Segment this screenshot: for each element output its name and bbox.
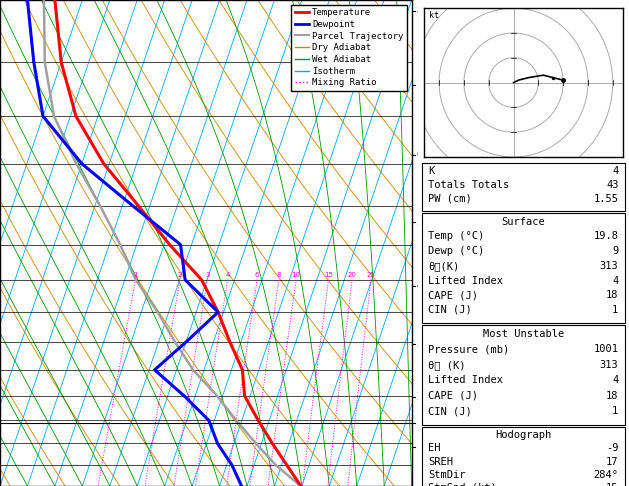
Text: 43: 43: [606, 180, 618, 190]
Text: Dewp (°C): Dewp (°C): [428, 246, 485, 256]
Text: Mixing Ratio (g/kg): Mixing Ratio (g/kg): [453, 197, 463, 289]
Text: 3: 3: [416, 339, 423, 349]
Text: θᴇ (K): θᴇ (K): [428, 360, 466, 370]
Text: 5: 5: [416, 217, 423, 227]
Text: Most Unstable: Most Unstable: [483, 329, 564, 339]
Text: 2: 2: [178, 272, 182, 278]
Text: 1.55: 1.55: [593, 194, 618, 204]
Text: 6: 6: [416, 150, 423, 159]
Text: 4: 4: [612, 375, 618, 385]
Bar: [422, 427, 625, 486]
Text: 6: 6: [255, 272, 259, 278]
Text: Pressure (mb): Pressure (mb): [428, 345, 509, 354]
Text: 8: 8: [277, 272, 281, 278]
Text: CIN (J): CIN (J): [428, 406, 472, 417]
Text: K: K: [428, 166, 435, 176]
Text: Lifted Index: Lifted Index: [428, 375, 503, 385]
Text: 313: 313: [599, 261, 618, 271]
Text: -9: -9: [606, 443, 618, 453]
Text: CAPE (J): CAPE (J): [428, 391, 479, 401]
Text: 4: 4: [225, 272, 230, 278]
Text: 9: 9: [612, 246, 618, 256]
Text: 18: 18: [606, 290, 618, 300]
Text: 17: 17: [606, 457, 618, 467]
Text: 25: 25: [367, 272, 376, 278]
Text: EH: EH: [428, 443, 441, 453]
Legend: Temperature, Dewpoint, Parcel Trajectory, Dry Adiabat, Wet Adiabat, Isotherm, Mi: Temperature, Dewpoint, Parcel Trajectory…: [291, 4, 407, 91]
Text: SREH: SREH: [428, 457, 454, 467]
Text: 1: 1: [612, 305, 618, 315]
Text: 284°: 284°: [593, 470, 618, 480]
Text: 20: 20: [348, 272, 357, 278]
Text: 4: 4: [416, 281, 423, 291]
Text: θᴇ(K): θᴇ(K): [428, 261, 460, 271]
Text: 10: 10: [292, 272, 301, 278]
Text: Temp (°C): Temp (°C): [428, 231, 485, 242]
Bar: [422, 163, 625, 211]
Text: 2: 2: [416, 392, 423, 402]
Text: Totals Totals: Totals Totals: [428, 180, 509, 190]
Text: 15: 15: [324, 272, 333, 278]
Text: 1: 1: [612, 406, 618, 417]
Text: CAPE (J): CAPE (J): [428, 290, 479, 300]
Text: 313: 313: [599, 360, 618, 370]
Text: 18: 18: [606, 391, 618, 401]
Text: StmSpd (kt): StmSpd (kt): [428, 484, 497, 486]
Bar: [422, 325, 625, 425]
Text: Lifted Index: Lifted Index: [428, 276, 503, 286]
Text: 8: 8: [416, 6, 423, 16]
Text: 19.8: 19.8: [593, 231, 618, 242]
Text: Surface: Surface: [501, 217, 545, 226]
Text: 1001: 1001: [593, 345, 618, 354]
Text: 4: 4: [612, 276, 618, 286]
Text: CIN (J): CIN (J): [428, 305, 472, 315]
Text: 4: 4: [612, 166, 618, 176]
Text: 7: 7: [416, 80, 423, 89]
Bar: [422, 213, 625, 323]
Text: 1: 1: [133, 272, 138, 278]
Text: StmDir: StmDir: [428, 470, 466, 480]
Text: PW (cm): PW (cm): [428, 194, 472, 204]
Text: Hodograph: Hodograph: [495, 430, 552, 440]
Text: LCL: LCL: [416, 418, 435, 428]
Text: 1: 1: [416, 442, 423, 451]
Text: 3: 3: [205, 272, 209, 278]
Text: 15: 15: [606, 484, 618, 486]
